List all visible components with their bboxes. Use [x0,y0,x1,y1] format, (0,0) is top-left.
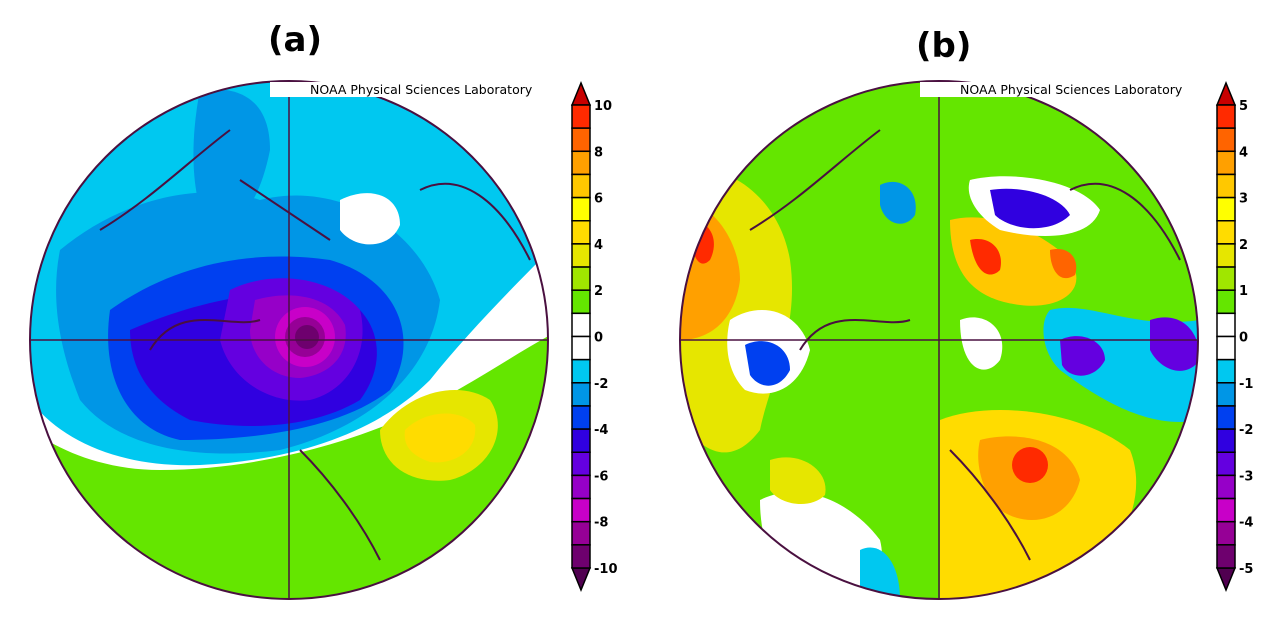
colorbar-swatch [1216,382,1236,407]
field-a-yellow2 [404,413,476,463]
field-a-darkpurple [295,325,319,349]
colorbar-swatch [571,289,591,315]
colorbar-tick-label: 0 [1239,331,1248,346]
credit-a: NOAA Physical Sciences Laboratory [270,82,537,97]
field-b-violet-east2 [1150,317,1198,371]
colorbar-swatch [571,173,591,199]
colorbar-swatch [571,451,591,477]
map-b-border [679,80,1199,600]
colorbar-tick-label: 10 [594,99,612,114]
panel-a-label: (a) [268,20,323,60]
colorbar-swatch [1216,451,1236,477]
colorbar-swatch [1216,544,1236,569]
colorbar-tick-label: 4 [1239,145,1248,160]
colorbar-swatch [571,150,591,176]
field-a-white-patch [340,193,400,245]
colorbar-swatch [571,520,591,546]
field-b-orange-ne [1050,249,1077,279]
colorbar-swatch [571,335,591,361]
colorbar-swatch [1216,220,1236,245]
colorbar-tick-label: 0 [594,331,603,346]
field-b-blue-west [745,341,790,386]
field-b-red-south [1012,447,1048,483]
colorbar-swatch [1216,104,1236,129]
colorbar-swatch [1216,243,1236,268]
colorbar-swatch [1216,127,1236,153]
colorbar-swatch [1216,497,1236,523]
colorbar-tick-label: -6 [594,469,608,484]
colorbar-swatch [1216,312,1236,338]
colorbar-tick-label: 1 [1239,284,1248,299]
colorbar-swatch [571,405,591,430]
field-b-blue-n [990,188,1070,229]
colorbar-swatch [571,358,591,384]
field-a-blue2 [193,89,270,231]
colorbar-swatch [571,243,591,268]
field-b-cyan-nw [880,181,916,224]
panel-b-label: (b) [916,26,972,66]
colorbar-swatch [571,428,591,454]
colorbar-swatch [571,266,591,291]
colorbar-swatch [1216,150,1236,176]
field-b-white-center [960,317,1003,370]
colorbar-arrow-high [1215,81,1237,106]
colorbar-tick-label: 5 [1239,99,1248,114]
colorbar-swatch [1216,520,1236,546]
field-b-red-ne [970,239,1001,275]
colorbar-tick-label: -4 [594,423,608,438]
colorbar-swatch [571,220,591,245]
colorbar-tick-label: 6 [594,192,603,207]
colorbar-tick-label: 4 [594,238,603,253]
colorbar-swatch [1216,335,1236,361]
credit-b: NOAA Physical Sciences Laboratory [920,82,1187,97]
coast-a [99,129,531,561]
colorbar-swatch [571,497,591,523]
colorbar-swatch [1216,428,1236,454]
colorbar-arrow-high [570,81,592,106]
colorbar-tick-label: -4 [1239,516,1253,531]
colorbar-swatch [571,196,591,222]
colorbar-swatch [571,127,591,153]
colorbar-swatch [1216,289,1236,315]
colorbar-swatch [571,104,591,129]
colorbar-tick-label: -5 [1239,562,1253,577]
colorbar-tick-label: 3 [1239,192,1248,207]
colorbar-swatch [571,474,591,500]
map-a-border [29,80,549,600]
colorbar-tick-label: -8 [594,516,608,531]
colorbar-tick-label: 8 [594,145,603,160]
colorbar-swatch [1216,173,1236,199]
colorbar-swatch [571,382,591,407]
field-b-cyan-s [860,547,900,599]
colorbar-arrow-low [1215,567,1237,592]
colorbar-tick-label: -2 [594,377,608,392]
colorbar-tick-label: -1 [1239,377,1253,392]
colorbar-tick-label: 2 [594,284,603,299]
colorbar-swatch [1216,358,1236,384]
field-b-yellow-sw [770,457,826,505]
colorbar-tick-label: -2 [1239,423,1253,438]
colorbar-swatch [571,544,591,569]
colorbar-tick-label: -10 [594,562,618,577]
coast-b [749,129,1181,561]
colorbar-swatch [1216,196,1236,222]
map-a [30,81,548,599]
colorbar-tick-label: -3 [1239,469,1253,484]
colorbar-swatch [1216,474,1236,500]
colorbar-tick-label: 2 [1239,238,1248,253]
colorbar-swatch [1216,266,1236,291]
colorbar-arrow-low [570,567,592,592]
map-b [680,81,1198,599]
field-b-violet-east [1060,336,1105,376]
colorbar-swatch [1216,405,1236,430]
colorbar-swatch [571,312,591,338]
